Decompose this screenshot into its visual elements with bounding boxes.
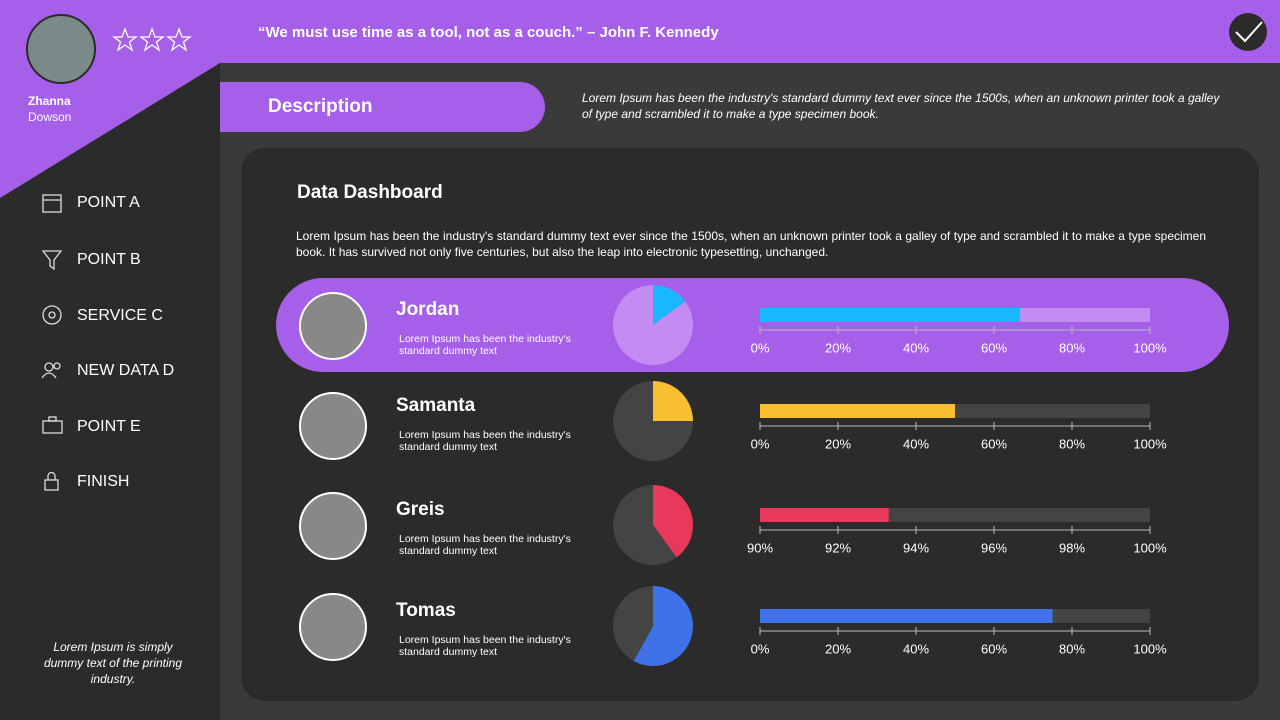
dashboard-text: Lorem Ipsum has been the industry's stan… <box>296 229 1206 259</box>
check-icon[interactable] <box>1229 13 1267 51</box>
x-tick-label: 100% <box>1133 641 1167 656</box>
quote: “We must use time as a tool, not as a co… <box>258 24 719 41</box>
pie-slice <box>612 285 693 365</box>
pie-slice <box>653 485 693 558</box>
pie-slice <box>613 381 693 461</box>
person-text: Lorem Ipsum has been the industry's stan… <box>399 634 571 658</box>
x-tick-label: 100% <box>1133 540 1167 555</box>
x-tick-label: 96% <box>981 540 1007 555</box>
person-name: Tomas <box>396 600 456 621</box>
header-bar <box>220 0 1280 63</box>
pie-slice <box>653 381 693 421</box>
description-text: Lorem Ipsum has been the industry's stan… <box>582 91 1220 121</box>
bar <box>760 404 955 418</box>
person-name: Greis <box>396 499 445 520</box>
x-tick-label: 92% <box>825 540 851 555</box>
stars <box>112 27 192 52</box>
x-tick-label: 100% <box>1133 340 1167 355</box>
person-photos <box>299 292 367 661</box>
avatar <box>26 14 96 84</box>
first-name: Zhanna <box>28 94 71 108</box>
x-tick-label: 20% <box>825 641 851 656</box>
menu-item[interactable]: POINT E <box>77 418 141 435</box>
menu-item[interactable]: NEW DATA D <box>77 362 175 379</box>
last-name: Dowson <box>28 110 72 124</box>
person-text: Lorem Ipsum has been the industry's stan… <box>399 429 571 453</box>
check-mark <box>1235 21 1263 43</box>
menu-item[interactable]: SERVICE C <box>77 307 163 324</box>
person-text: Lorem Ipsum has been the industry's stan… <box>399 533 571 557</box>
x-tick-label: 0% <box>751 436 770 451</box>
x-tick-label: 80% <box>1059 340 1085 355</box>
menu-item[interactable]: POINT B <box>77 251 141 268</box>
bar <box>760 609 1053 623</box>
x-tick-label: 20% <box>825 436 851 451</box>
pie-slice <box>612 485 677 565</box>
menu-item[interactable]: FINISH <box>77 473 130 490</box>
highlight-row <box>276 278 1229 372</box>
pie-slice <box>653 285 686 325</box>
person-name: Jordan <box>396 299 460 320</box>
bar <box>760 508 889 522</box>
x-tick-label: 0% <box>751 340 770 355</box>
description-label: Description <box>268 96 373 117</box>
sidebar-footer: Lorem Ipsum is simply dummy text of the … <box>43 640 183 686</box>
x-tick-label: 40% <box>903 641 929 656</box>
pie-slice <box>633 586 694 666</box>
x-tick-label: 80% <box>1059 641 1085 656</box>
x-tick-label: 90% <box>747 540 773 555</box>
x-tick-label: 94% <box>903 540 929 555</box>
x-tick-label: 40% <box>903 340 929 355</box>
bar <box>760 308 1021 322</box>
x-tick-label: 40% <box>903 436 929 451</box>
pie-slice <box>613 586 653 662</box>
x-tick-label: 100% <box>1133 436 1167 451</box>
menu-item[interactable]: POINT A <box>77 194 140 211</box>
menu-icons <box>41 194 63 491</box>
x-tick-label: 98% <box>1059 540 1085 555</box>
dashboard-title: Data Dashboard <box>297 182 443 203</box>
x-tick-label: 60% <box>981 436 1007 451</box>
x-tick-label: 60% <box>981 340 1007 355</box>
x-tick-label: 0% <box>751 641 770 656</box>
x-tick-label: 20% <box>825 340 851 355</box>
description-pill <box>220 82 545 132</box>
x-tick-label: 80% <box>1059 436 1085 451</box>
x-tick-label: 60% <box>981 641 1007 656</box>
person-text: Lorem Ipsum has been the industry's stan… <box>399 333 571 357</box>
person-name: Samanta <box>396 395 476 416</box>
